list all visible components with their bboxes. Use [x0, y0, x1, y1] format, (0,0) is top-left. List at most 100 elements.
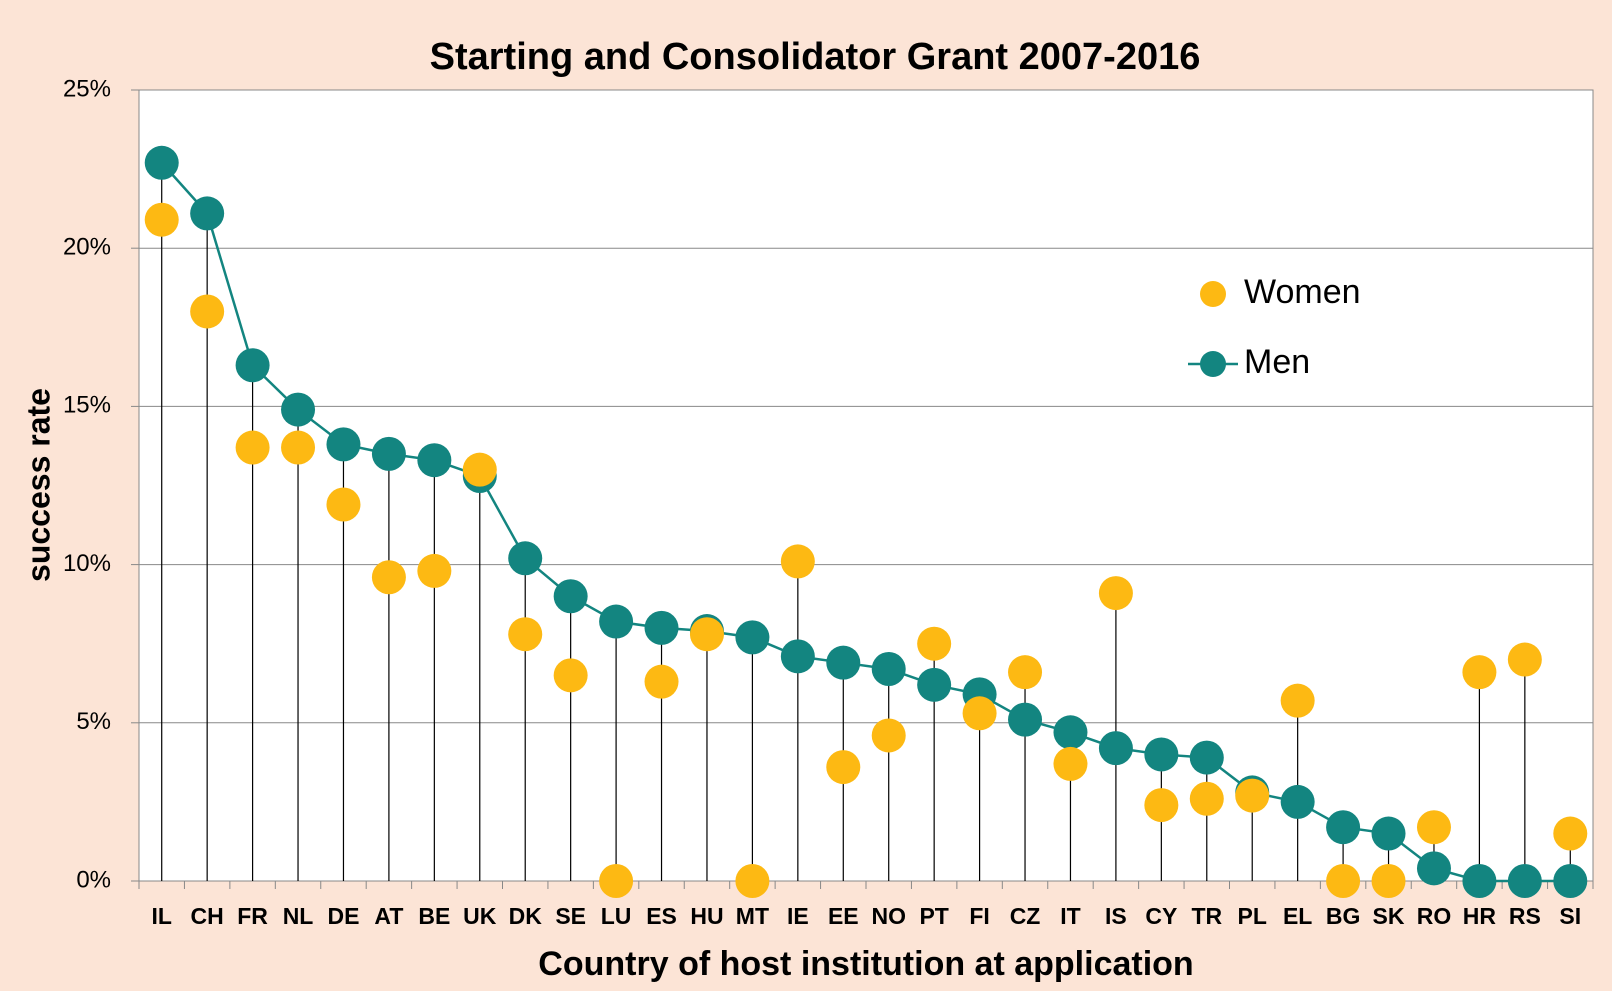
marker: [326, 487, 361, 522]
marker: [462, 452, 497, 487]
marker: [1416, 851, 1451, 886]
x-axis-title: Country of host institution at applicati…: [538, 945, 1193, 983]
x-tick-label: RO: [1417, 903, 1452, 929]
y-tick-label: 20%: [63, 234, 111, 261]
marker: [417, 443, 452, 478]
x-tick-label: IL: [151, 903, 171, 929]
marker: [235, 348, 270, 383]
x-tick-label: IT: [1060, 903, 1080, 929]
y-tick-label: 0%: [76, 866, 111, 893]
marker: [553, 579, 588, 614]
marker: [1189, 781, 1224, 816]
marker: [644, 664, 679, 699]
marker: [1507, 864, 1542, 898]
marker: [190, 196, 225, 231]
marker: [917, 667, 952, 702]
marker: [735, 620, 770, 655]
marker: [1462, 864, 1497, 898]
x-tick-label: CH: [191, 903, 224, 929]
x-tick-label: NO: [871, 903, 906, 929]
x-tick-label: NL: [283, 903, 314, 929]
marker: [1462, 655, 1497, 690]
marker: [1144, 788, 1179, 823]
x-tick-label: SE: [555, 903, 586, 929]
marker: [371, 560, 406, 595]
x-tick-label: FI: [969, 903, 989, 929]
marker: [826, 750, 861, 785]
marker: [553, 658, 588, 693]
x-tick-label: IE: [787, 903, 809, 929]
marker: [281, 430, 316, 465]
marker: [871, 652, 906, 687]
marker: [417, 553, 452, 588]
y-tick-label: 10%: [63, 550, 111, 577]
x-tick-label: ES: [646, 903, 677, 929]
x-tick-label: PL: [1238, 903, 1267, 929]
marker: [1280, 784, 1315, 819]
marker: [1416, 810, 1451, 845]
marker: [1371, 864, 1406, 898]
marker: [689, 617, 724, 652]
marker: [1326, 864, 1361, 898]
x-tick-label: IS: [1105, 903, 1127, 929]
marker: [1326, 810, 1361, 845]
x-tick-label: DK: [509, 903, 543, 929]
marker: [871, 718, 906, 753]
x-tick-label: HR: [1463, 903, 1497, 929]
x-tick-label: AT: [374, 903, 403, 929]
x-tick-label: UK: [463, 903, 497, 929]
x-tick-label: PT: [919, 903, 948, 929]
marker: [508, 541, 543, 576]
marker: [144, 145, 179, 180]
marker: [1371, 816, 1406, 851]
legend-label: Women: [1244, 273, 1361, 311]
marker: [144, 202, 179, 237]
marker: [780, 544, 815, 579]
marker: [1553, 816, 1588, 851]
marker: [780, 639, 815, 674]
chart-title: Starting and Consolidator Grant 2007-201…: [430, 36, 1201, 78]
marker: [1235, 778, 1270, 813]
marker: [326, 427, 361, 462]
y-axis-title: success rate: [20, 388, 56, 582]
x-tick-label: MT: [736, 903, 769, 929]
marker: [644, 610, 679, 645]
x-tick-label: LU: [601, 903, 632, 929]
marker: [1189, 740, 1224, 775]
x-tick-label: BE: [418, 903, 450, 929]
marker: [1144, 737, 1179, 772]
x-tick-label: FR: [237, 903, 268, 929]
marker: [917, 626, 952, 661]
x-tick-label: EE: [828, 903, 859, 929]
marker: [962, 696, 997, 731]
legend-marker: [1200, 351, 1226, 377]
x-tick-label: CY: [1145, 903, 1177, 929]
marker: [1098, 576, 1133, 611]
x-tick-label: HU: [690, 903, 723, 929]
y-tick-label: 5%: [76, 708, 111, 735]
marker: [599, 864, 634, 898]
x-tick-label: SI: [1559, 903, 1581, 929]
plot-area: [138, 89, 1594, 882]
marker: [235, 430, 270, 465]
marker: [1053, 715, 1088, 750]
x-tick-label: RS: [1509, 903, 1541, 929]
marker: [371, 436, 406, 471]
marker: [508, 617, 543, 652]
marker: [1053, 746, 1088, 781]
marker: [190, 294, 225, 329]
x-tick-label: SK: [1373, 903, 1405, 929]
x-tick-label: TR: [1191, 903, 1222, 929]
legend-label: Men: [1244, 343, 1310, 381]
marker: [1098, 731, 1133, 766]
y-tick-label: 25%: [63, 75, 111, 102]
marker: [735, 864, 770, 898]
legend-marker: [1200, 281, 1226, 307]
marker: [826, 645, 861, 680]
marker: [1553, 864, 1588, 898]
marker: [1280, 683, 1315, 718]
marker: [1008, 655, 1043, 690]
x-tick-label: CZ: [1010, 903, 1041, 929]
marker: [1507, 642, 1542, 677]
